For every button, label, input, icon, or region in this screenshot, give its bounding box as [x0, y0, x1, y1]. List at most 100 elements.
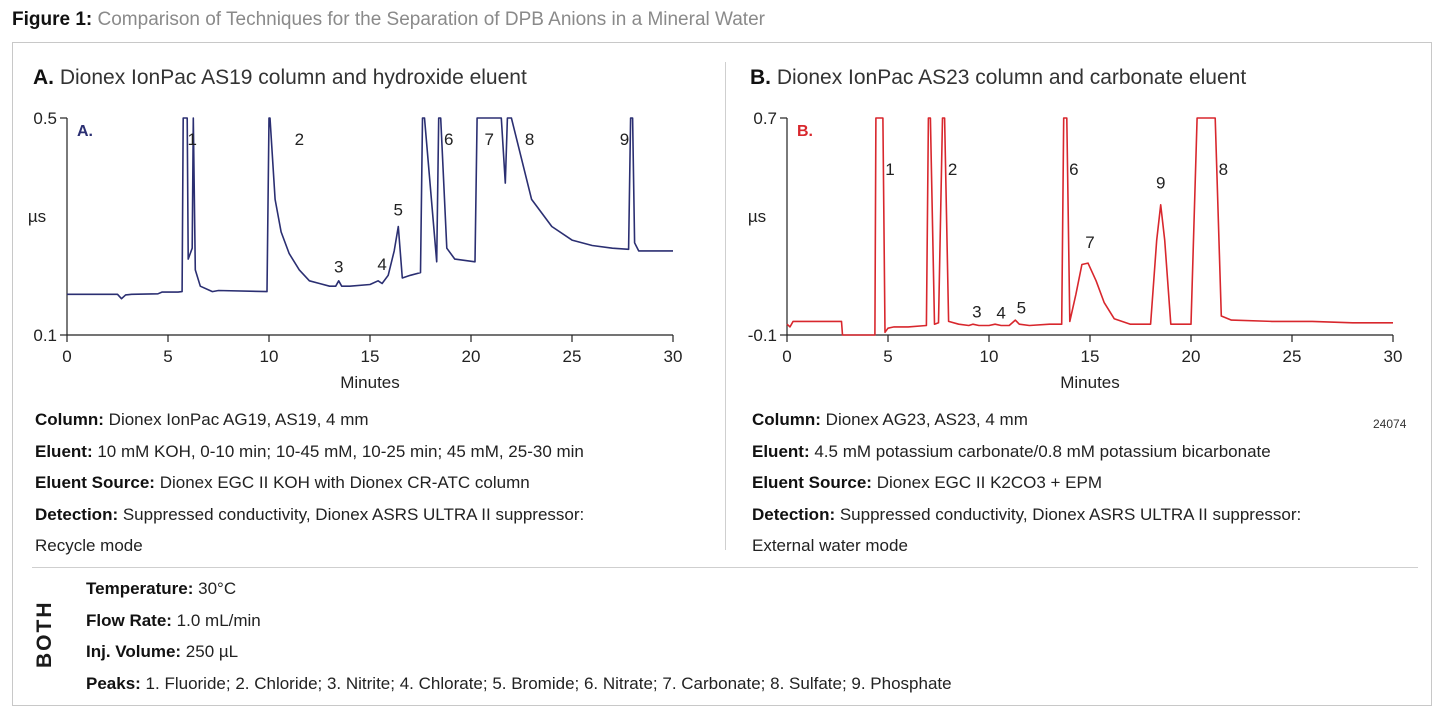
both-info-value: 250 µL [181, 642, 239, 661]
chart-b-peak-label: 4 [996, 304, 1005, 323]
chart-b-peak-label: 9 [1156, 174, 1165, 193]
chart-a-x-tick-label: 30 [664, 347, 683, 366]
panel-b-info-value: 4.5 mM potassium carbonate/0.8 mM potass… [809, 441, 1271, 461]
chart-b-x-tick-label: 30 [1384, 347, 1403, 366]
chart-a-x-tick-label: 0 [62, 347, 71, 366]
both-info-line: Inj. Volume: 250 µL [86, 636, 952, 668]
chart-b-y-tick-label: -0.1 [748, 326, 777, 345]
panel-divider [725, 62, 726, 550]
panel-b-info-label: Eluent: [752, 441, 810, 461]
chart-a-peak-label: 8 [525, 130, 534, 149]
chart-b-y-axis-label: µs [748, 207, 766, 226]
panel-a-info-value: Recycle mode [35, 536, 143, 555]
both-info-line: Temperature: 30°C [86, 573, 952, 605]
panel-a-info: Column: Dionex IonPac AG19, AS19, 4 mm El… [35, 404, 584, 562]
chart-b-peak-label: 5 [1017, 298, 1026, 317]
chart-b-x-tick-label: 15 [1081, 347, 1100, 366]
chart-b-peak-label: 3 [972, 302, 981, 321]
both-info-label: Inj. Volume: [86, 642, 182, 661]
chart-b-x-tick-label: 0 [782, 347, 791, 366]
panel-b-info-line: Eluent: 4.5 mM potassium carbonate/0.8 m… [752, 436, 1301, 468]
chart-b-x-tick-label: 20 [1182, 347, 1201, 366]
panel-a-info-line: Detection: Suppressed conductivity, Dion… [35, 499, 584, 531]
panel-a-info-line: Recycle mode [35, 530, 584, 562]
chart-b-peak-label: 2 [948, 160, 957, 179]
chart-a-trace [67, 117, 673, 300]
chart-a-y-tick-label: 0.5 [33, 109, 57, 128]
both-info-line: Peaks: 1. Fluoride; 2. Chloride; 3. Nitr… [86, 668, 952, 700]
panel-b-title-text: Dionex IonPac AS23 column and carbonate … [771, 66, 1247, 89]
chart-a-x-tick-label: 5 [163, 347, 172, 366]
chart-a-peak-label: 9 [620, 130, 629, 149]
chart-b-peak-label: 1 [885, 160, 894, 179]
chart-a-x-tick-label: 20 [462, 347, 481, 366]
chart-b-peak-label: 8 [1219, 160, 1228, 179]
chart-a-peak-label: 2 [295, 130, 304, 149]
chart-a-peak-label: 7 [484, 130, 493, 149]
panel-b-info-line: External water mode [752, 530, 1301, 562]
panel-b-info-value: Dionex EGC II K2CO3 + EPM [871, 473, 1103, 492]
chart-b-x-tick-label: 25 [1283, 347, 1302, 366]
panel-b-info: Column: Dionex AG23, AS23, 4 mm Eluent: 4… [752, 404, 1301, 562]
chart-b-peak-label: 6 [1069, 160, 1078, 179]
panel-a-title-text: Dionex IonPac AS19 column and hydroxide … [54, 66, 527, 89]
chart-a: 0.1 0.5 0 5 10 15 20 25 30 Minutes µs A. 1 2 3 4 5 6 7 8 9 [28, 109, 683, 392]
chart-b-x-tick-label: 10 [980, 347, 999, 366]
panel-a-info-value: Dionex EGC II KOH with Dionex CR-ATC col… [154, 473, 530, 492]
both-info-label: Peaks: [86, 673, 141, 693]
panel-a-info-label: Detection: [35, 504, 119, 524]
chart-a-y-axis-label: µs [28, 207, 46, 226]
chart-a-x-axis-label: Minutes [340, 373, 400, 392]
both-info-label: Flow Rate: [86, 610, 172, 630]
chart-a-inner-label: A. [77, 123, 93, 140]
figure-frame [12, 42, 1432, 706]
panel-b-title: B. Dionex IonPac AS23 column and carbona… [750, 66, 1246, 90]
chart-a-peak-label: 4 [377, 255, 386, 274]
chart-b-x-tick-label: 5 [883, 347, 892, 366]
panel-a-info-value: Dionex IonPac AG19, AS19, 4 mm [103, 410, 369, 429]
panel-b-info-line: Column: Dionex AG23, AS23, 4 mm [752, 404, 1301, 436]
panel-b-info-line: Detection: Suppressed conductivity, Dion… [752, 499, 1301, 531]
panel-a-info-label: Column: [35, 410, 104, 429]
chart-a-x-tick-label: 25 [563, 347, 582, 366]
both-info-value: 1.0 mL/min [171, 610, 261, 630]
chart-b-y-tick-label: 0.7 [753, 109, 777, 128]
panel-b-info-value: Suppressed conductivity, Dionex ASRS ULT… [835, 504, 1302, 524]
figure-caption: Comparison of Techniques for the Separat… [97, 9, 765, 30]
both-info-label: Temperature: [86, 579, 194, 598]
chart-a-x-tick-label: 15 [361, 347, 380, 366]
panel-b-info-value: Dionex AG23, AS23, 4 mm [820, 410, 1028, 429]
panel-a-info-line: Eluent: 10 mM KOH, 0-10 min; 10-45 mM, 1… [35, 436, 584, 468]
panel-b-info-label: Eluent Source: [752, 473, 872, 492]
panel-b-info-value: External water mode [752, 536, 908, 555]
chart-a-x-tick-label: 10 [260, 347, 279, 366]
panel-a-info-line: Column: Dionex IonPac AG19, AS19, 4 mm [35, 404, 584, 436]
figure-title: Figure 1: Comparison of Techniques for t… [12, 9, 765, 31]
panel-b-info-label: Detection: [752, 504, 836, 524]
chart-b-peak-label: 7 [1085, 233, 1094, 252]
chart-b-x-axis-label: Minutes [1060, 373, 1120, 392]
chart-a-peak-label: 5 [394, 201, 403, 220]
panel-a-info-line: Eluent Source: Dionex EGC II KOH with Di… [35, 467, 584, 499]
both-info-line: Flow Rate: 1.0 mL/min [86, 605, 952, 637]
panel-a-letter: A. [33, 66, 54, 89]
both-info-value: 1. Fluoride; 2. Chloride; 3. Nitrite; 4.… [140, 673, 952, 693]
chart-b-inner-label: B. [797, 123, 813, 140]
panel-b-info-label: Column: [752, 410, 821, 429]
chart-b-trace [786, 117, 1393, 336]
both-info-value: 30°C [193, 579, 237, 598]
panel-a-title: A. Dionex IonPac AS19 column and hydroxi… [33, 66, 527, 90]
panel-b-info-line: Eluent Source: Dionex EGC II K2CO3 + EPM [752, 467, 1301, 499]
panel-a-info-label: Eluent Source: [35, 473, 155, 492]
panel-a-info-value: Suppressed conductivity, Dionex ASRS ULT… [118, 504, 585, 524]
figure-label: Figure 1: [12, 9, 93, 30]
both-label: BOTH [33, 600, 56, 669]
panel-a-info-value: 10 mM KOH, 0-10 min; 10-45 mM, 10-25 min… [92, 441, 584, 461]
figure-code: 24074 [1373, 417, 1407, 431]
section-divider [32, 567, 1418, 568]
panel-b-letter: B. [750, 66, 771, 89]
panel-a-info-label: Eluent: [35, 441, 93, 461]
both-info: Temperature: 30°C Flow Rate: 1.0 mL/min In… [86, 573, 952, 699]
chart-a-peak-label: 1 [188, 130, 197, 149]
